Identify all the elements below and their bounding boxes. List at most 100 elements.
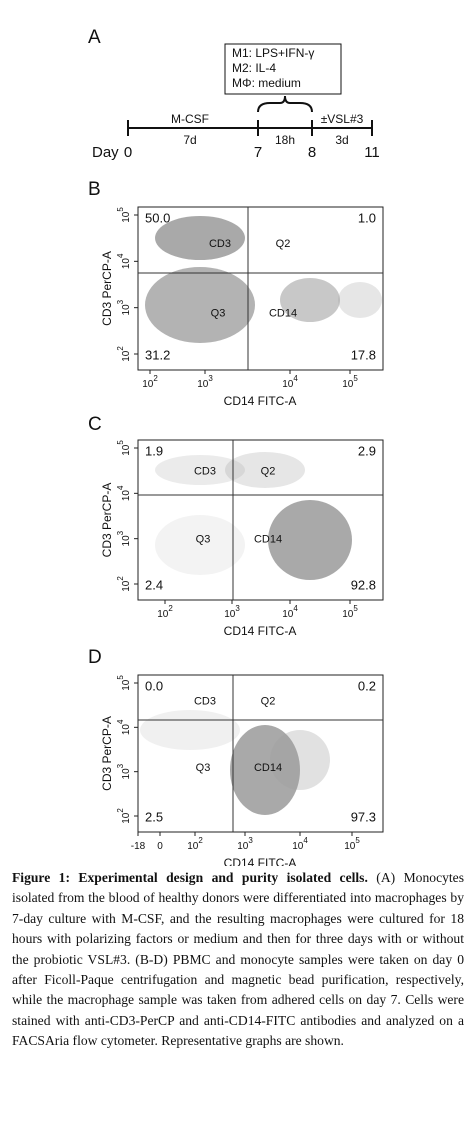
tick-base: 10 xyxy=(121,535,132,547)
quadrant-percent: 50.0 xyxy=(145,210,170,225)
cell-cloud xyxy=(225,452,305,488)
x-tick-label: 102 xyxy=(187,836,203,852)
cell-cloud xyxy=(230,725,300,815)
brace xyxy=(257,95,313,113)
x-tick-label: 102 xyxy=(157,604,173,620)
quadrant-percent: 1.0 xyxy=(358,210,376,225)
tick-base: 10 xyxy=(121,679,132,691)
tick-base: 10 xyxy=(121,580,132,592)
condition: M2: IL-4 xyxy=(232,61,276,75)
panel-label: D xyxy=(88,647,102,668)
x-tick-label: 0 xyxy=(157,841,163,852)
step-duration: 18h xyxy=(275,133,295,147)
tick-exp: 4 xyxy=(293,604,298,613)
cell-cloud xyxy=(270,730,330,790)
tick-exp: 2 xyxy=(116,346,125,351)
x-axis-label: CD14 FITC-A xyxy=(224,394,297,408)
y-tick-label: 104 xyxy=(116,253,132,269)
x-axis-label: CD14 FITC-A xyxy=(224,624,297,638)
figure: A M1: LPS+IFN-γ M2: IL-4 MΦ: medium M-CS… xyxy=(88,27,384,866)
quadrant-percent: 2.5 xyxy=(145,809,163,824)
y-tick-label: 105 xyxy=(116,207,132,223)
tick-exp: 2 xyxy=(116,808,125,813)
gate-label: CD14 xyxy=(254,533,282,545)
tick-exp: 4 xyxy=(116,253,125,258)
tick-exp: 5 xyxy=(355,836,360,845)
tick-exp: 2 xyxy=(116,576,125,581)
day: 0 xyxy=(124,144,132,161)
tick-base: 10 xyxy=(342,609,354,620)
tick-base: 10 xyxy=(197,379,209,390)
cell-cloud xyxy=(155,216,245,260)
tick-exp: 3 xyxy=(116,763,125,768)
gate-label: CD3 xyxy=(194,465,216,477)
x-tick-label: 103 xyxy=(224,604,240,620)
step-name: M-CSF xyxy=(171,112,209,126)
gate-label: CD3 xyxy=(209,238,231,250)
y-tick-label: 104 xyxy=(116,485,132,501)
tick-exp: 2 xyxy=(198,836,203,845)
tick-base: 10 xyxy=(292,841,304,852)
plot-frame xyxy=(137,206,384,371)
tick-exp: 2 xyxy=(153,374,158,383)
tick-base: 10 xyxy=(237,841,249,852)
y-axis-label: CD3 PerCP-A xyxy=(100,716,114,791)
x-tick-label: 104 xyxy=(282,604,298,620)
tick-base: 10 xyxy=(157,609,169,620)
tick-exp: 5 xyxy=(116,207,125,212)
y-tick-label: 103 xyxy=(116,530,132,546)
tick-exp: 3 xyxy=(116,530,125,535)
quadrant-percent: 92.8 xyxy=(351,577,376,592)
y-tick-label: 103 xyxy=(116,299,132,315)
day: 8 xyxy=(308,144,316,161)
x-tick-label: 104 xyxy=(282,374,298,390)
tick-base: -18 xyxy=(131,841,146,852)
tick-exp: 3 xyxy=(116,299,125,304)
cell-cloud xyxy=(155,455,245,485)
tick-exp: 3 xyxy=(248,836,253,845)
tick-base: 10 xyxy=(121,258,132,270)
panel-label: C xyxy=(88,414,102,435)
tick-base: 10 xyxy=(342,379,354,390)
y-tick-label: 102 xyxy=(116,346,132,362)
quadrant-percent: 2.9 xyxy=(358,443,376,458)
quadrant-percent: 31.2 xyxy=(145,347,170,362)
panel-label: A xyxy=(88,27,101,48)
day-label: Day xyxy=(92,144,119,161)
y-tick-label: 104 xyxy=(116,719,132,735)
timeline-ticks xyxy=(127,120,373,136)
day: 7 xyxy=(254,144,262,161)
condition-box xyxy=(224,43,342,95)
tick-exp: 4 xyxy=(293,374,298,383)
tick-base: 10 xyxy=(142,379,154,390)
tick-base: 10 xyxy=(121,211,132,223)
cell-cloud xyxy=(145,267,255,343)
quadrant-percent: 97.3 xyxy=(351,809,376,824)
tick-exp: 3 xyxy=(208,374,213,383)
tick-exp: 4 xyxy=(116,719,125,724)
cell-cloud xyxy=(338,282,382,318)
cell-cloud xyxy=(155,515,245,575)
tick-base: 10 xyxy=(121,304,132,316)
gate-label: Q2 xyxy=(261,695,276,707)
step-duration: 7d xyxy=(183,133,196,147)
tick-base: 10 xyxy=(187,841,199,852)
step-duration: 3d xyxy=(335,133,348,147)
tick-exp: 5 xyxy=(116,440,125,445)
quadrant-percent: 1.9 xyxy=(145,443,163,458)
x-tick-label: -18 xyxy=(131,841,146,852)
quadrant-percent: 0.0 xyxy=(145,678,163,693)
cell-cloud xyxy=(268,500,352,580)
plot-frame xyxy=(137,439,384,601)
tick-exp: 4 xyxy=(303,836,308,845)
tick-base: 10 xyxy=(121,812,132,824)
gate-label: CD14 xyxy=(254,762,282,774)
step-name: ±VSL#3 xyxy=(321,112,364,126)
condition: M1: LPS+IFN-γ xyxy=(232,46,314,60)
tick-base: 10 xyxy=(282,609,294,620)
tick-base: 10 xyxy=(121,768,132,780)
tick-base: 10 xyxy=(121,724,132,736)
caption: Figure 1: Experimental design and purity… xyxy=(12,868,464,1052)
